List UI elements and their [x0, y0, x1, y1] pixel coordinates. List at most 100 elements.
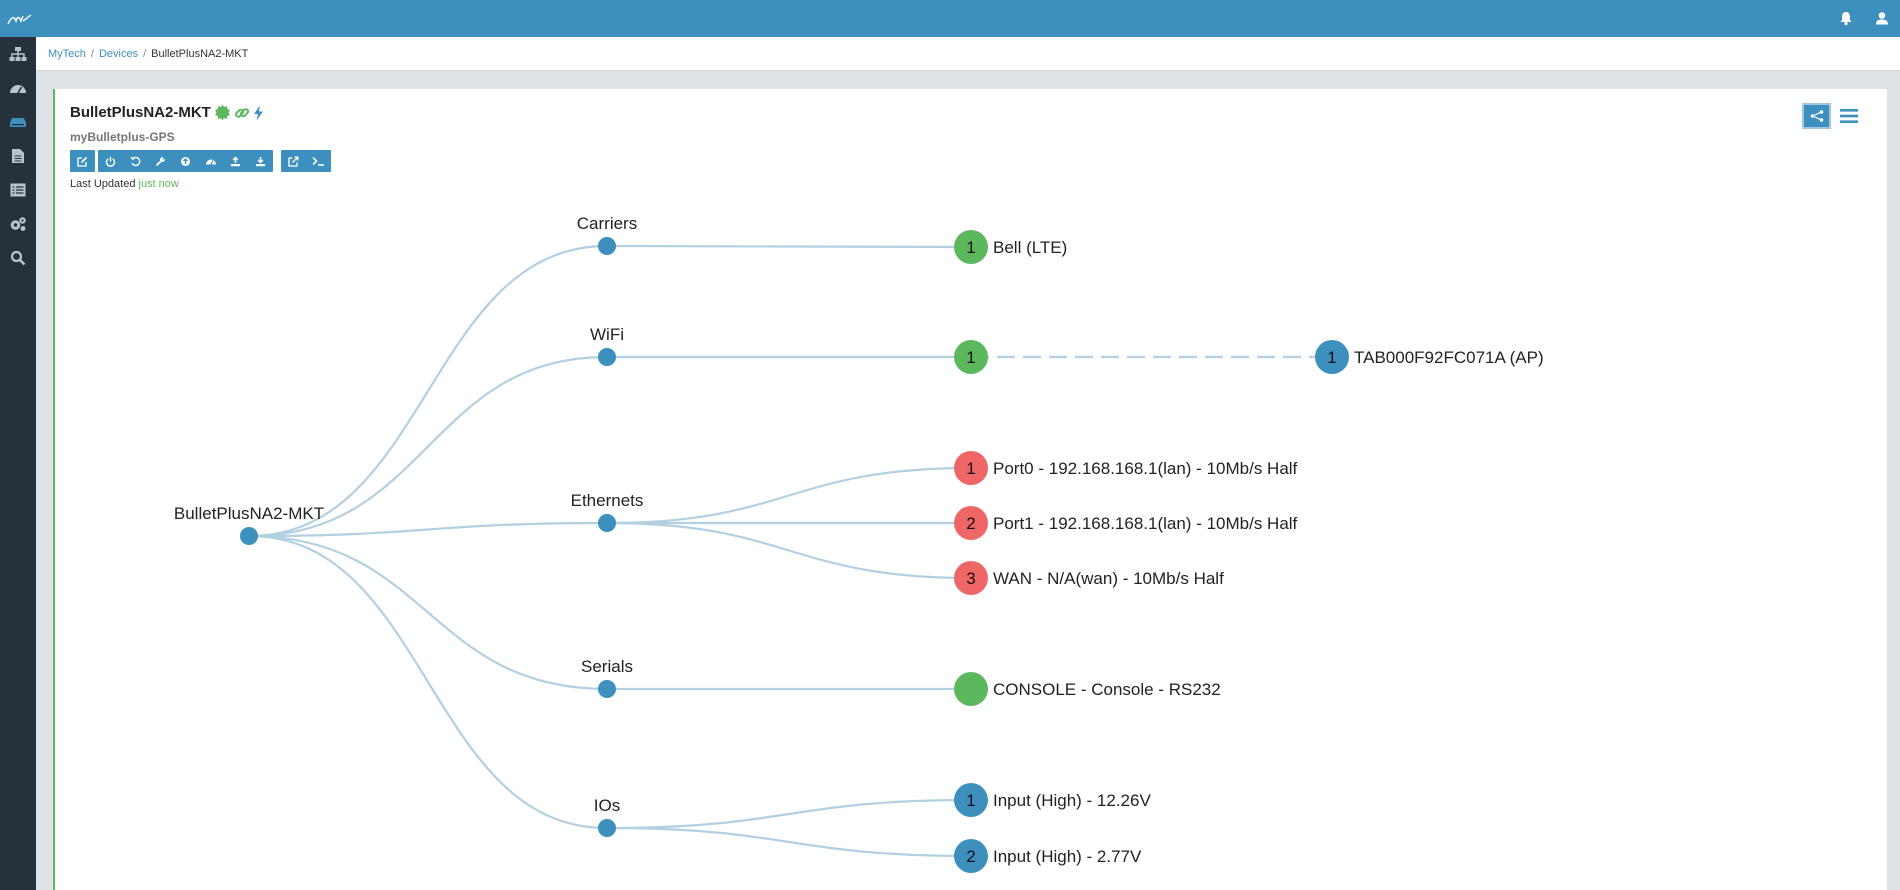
tree-view-icon [1810, 110, 1823, 122]
interface-node[interactable] [954, 561, 988, 595]
upgrade-icon [181, 156, 190, 166]
category-node[interactable] [598, 348, 616, 366]
interface-badge: 2 [966, 514, 975, 533]
sitemap-icon [9, 47, 27, 61]
sidebar-item-network[interactable] [0, 37, 36, 71]
last-updated: Last Updated just now [70, 178, 179, 190]
breadcrumb: MyTech / Devices / BulletPlusNA2-MKT [48, 48, 248, 60]
list-view-icon [1839, 109, 1858, 123]
last-updated-value: just now [138, 178, 179, 190]
wrench-icon [155, 156, 165, 166]
link-icon [234, 107, 249, 118]
tree-link [248, 244, 608, 538]
settings-gears-icon [10, 217, 26, 231]
edit-button[interactable] [70, 150, 95, 172]
interface-label: Input (High) - 12.26V [993, 791, 1151, 810]
breadcrumb-bar: MyTech / Devices / BulletPlusNA2-MKT [36, 37, 1900, 71]
category-node[interactable] [598, 237, 616, 255]
sidebar [0, 37, 36, 890]
category-node[interactable] [598, 819, 616, 837]
sidebar-item-search[interactable] [0, 241, 36, 275]
reboot-icon [130, 156, 141, 166]
reboot-button[interactable] [123, 150, 148, 172]
sidebar-item-settings[interactable] [0, 207, 36, 241]
interface-node[interactable] [954, 672, 988, 706]
category-label: Ethernets [571, 491, 644, 510]
device-subtitle: myBulletplus-GPS [70, 130, 175, 144]
toolbar-remote-group [281, 150, 331, 172]
devices-icon [10, 118, 26, 127]
power-button[interactable] [98, 150, 123, 172]
list-icon [10, 183, 26, 197]
download-button[interactable] [248, 150, 273, 172]
list-view-button[interactable] [1834, 103, 1863, 129]
sidebar-item-devices[interactable] [0, 105, 36, 139]
interface-label: WAN - N/A(wan) - 10Mb/s Half [993, 569, 1224, 588]
search-icon [10, 250, 26, 266]
breadcrumb-devices[interactable]: Devices [98, 48, 139, 60]
upload-icon [231, 155, 240, 166]
terminal-button[interactable] [306, 150, 331, 172]
breadcrumb-current: BulletPlusNA2-MKT [151, 48, 249, 60]
category-node[interactable] [598, 680, 616, 698]
interface-badge: 1 [966, 459, 975, 478]
device-name: BulletPlusNA2-MKT [70, 104, 211, 121]
interface-badge: 1 [966, 791, 975, 810]
wifi-peer-label: TAB000F92FC071A (AP) [1354, 348, 1544, 367]
bell-icon[interactable] [1837, 9, 1855, 27]
interface-node[interactable] [954, 230, 988, 264]
root-node[interactable] [240, 527, 258, 545]
category-label: Carriers [577, 214, 637, 233]
tree-link [606, 521, 972, 580]
category-label: IOs [594, 796, 620, 815]
interface-node[interactable] [954, 451, 988, 485]
sidebar-item-dashboard[interactable] [0, 71, 36, 105]
edit-icon [77, 156, 88, 167]
monitor-button[interactable] [198, 150, 223, 172]
tree-link [606, 466, 972, 525]
interface-label: Port0 - 192.168.168.1(lan) - 10Mb/s Half [993, 459, 1298, 478]
dashboard-icon [205, 159, 216, 165]
interface-badge: 3 [966, 569, 975, 588]
interface-node[interactable] [954, 783, 988, 817]
device-interface-tree: BulletPlusNA2-MKT Carriers 1 Bell (LTE) WiFi… [174, 214, 1544, 873]
breadcrumb-separator: / [90, 48, 94, 60]
tree-view-button[interactable] [1802, 103, 1831, 129]
toolbar-edit-group [70, 150, 95, 172]
open-webui-button[interactable] [281, 150, 306, 172]
dashboard-icon [10, 85, 26, 94]
breadcrumb-mytech[interactable]: MyTech [48, 48, 86, 60]
tree-link [606, 826, 972, 858]
interface-node[interactable] [954, 839, 988, 873]
tree-link [248, 355, 608, 538]
wifi-peer-badge: 1 [1327, 348, 1336, 367]
sidebar-item-list[interactable] [0, 173, 36, 207]
tree-link [248, 534, 608, 691]
power-icon [105, 156, 116, 167]
category-label: Serials [581, 657, 633, 676]
device-title: BulletPlusNA2-MKT [70, 104, 264, 121]
user-icon[interactable] [1873, 9, 1891, 27]
upload-button[interactable] [223, 150, 248, 172]
device-panel: BulletPlusNA2-MKT myBulletplus-GPS [53, 89, 1887, 890]
brand-logo-icon[interactable] [4, 9, 34, 29]
tree-link [606, 798, 972, 830]
upgrade-button[interactable] [173, 150, 198, 172]
interface-badge: 1 [966, 348, 975, 367]
tree-link [606, 244, 972, 249]
interface-node[interactable] [954, 506, 988, 540]
toolbar-actions-group [98, 150, 273, 172]
category-node[interactable] [598, 514, 616, 532]
terminal-icon [312, 156, 324, 166]
interface-label: Bell (LTE) [993, 238, 1067, 257]
interface-label: Input (High) - 2.77V [993, 847, 1142, 866]
last-updated-label: Last Updated [70, 178, 136, 190]
power-icon [253, 105, 263, 120]
status-online-icon [214, 104, 230, 121]
wifi-peer-node[interactable] [1315, 340, 1349, 374]
interface-node[interactable] [954, 340, 988, 374]
interface-badge: 2 [966, 847, 975, 866]
external-link-icon [288, 156, 299, 167]
sidebar-item-documents[interactable] [0, 139, 36, 173]
configure-button[interactable] [148, 150, 173, 172]
